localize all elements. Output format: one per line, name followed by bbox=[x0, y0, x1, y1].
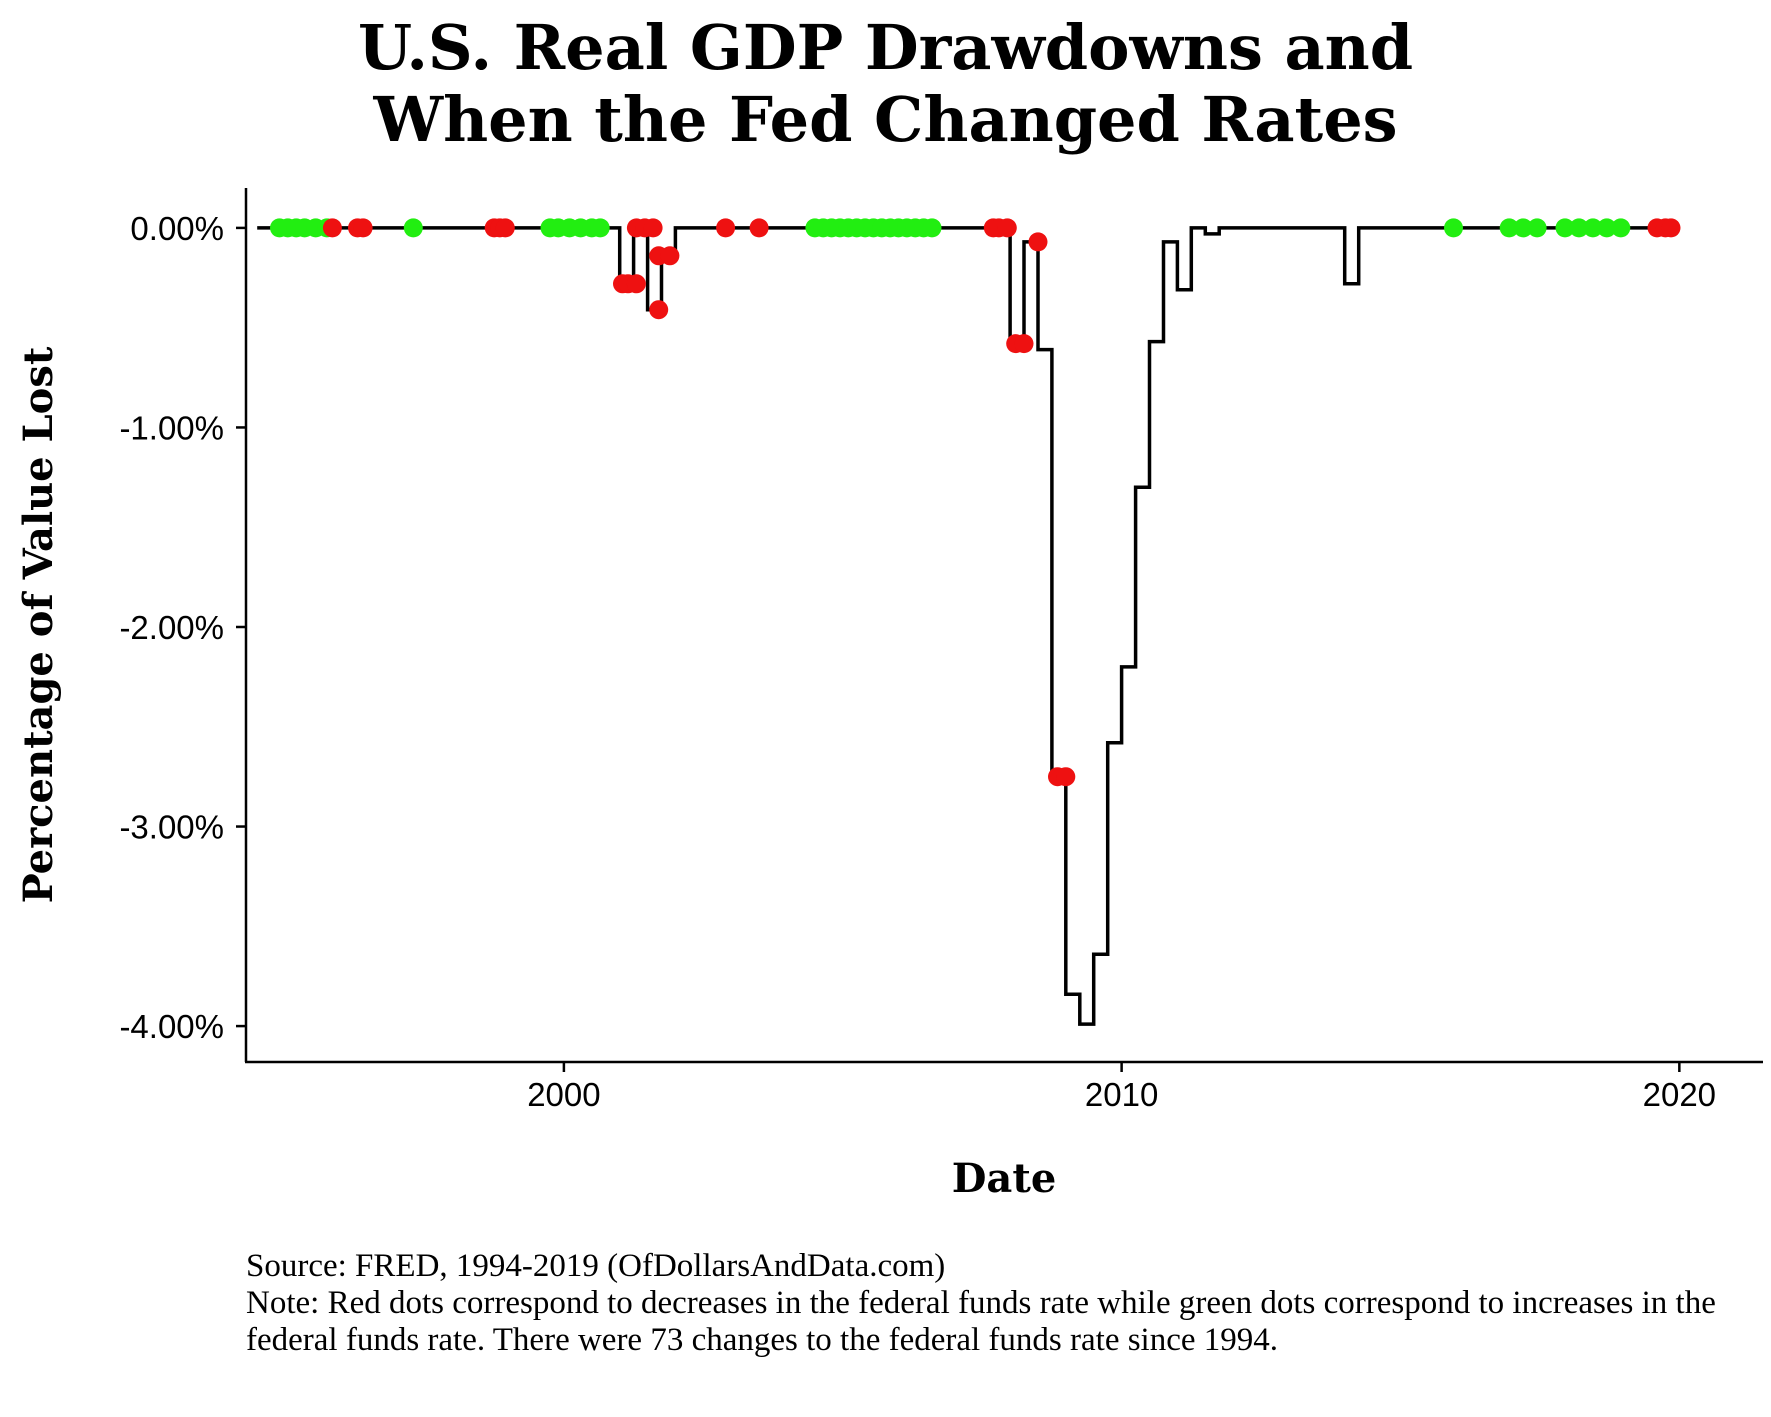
rate-hike-point bbox=[1513, 218, 1533, 238]
rate-hike-point bbox=[1583, 218, 1603, 238]
rate-hike-point bbox=[403, 218, 423, 238]
rate-hike-point bbox=[1569, 218, 1589, 238]
rate-cut-point bbox=[1028, 232, 1048, 252]
rate-cut-point bbox=[643, 218, 663, 238]
chart-title-line-1: U.S. Real GDP Drawdowns and bbox=[357, 11, 1414, 84]
x-ticks: 2000 2010 2020 bbox=[527, 1062, 1716, 1113]
rate-hike-point bbox=[590, 218, 610, 238]
y-tick-label: -2.00% bbox=[119, 609, 224, 646]
chart-title-line-2: When the Fed Changed Rates bbox=[373, 83, 1398, 156]
rate-hike-point bbox=[922, 218, 942, 238]
rate-cut-point bbox=[749, 218, 769, 238]
rate-cut-point bbox=[997, 218, 1017, 238]
rate-cut-point bbox=[1056, 767, 1076, 787]
rate-cut-point bbox=[649, 300, 669, 320]
rate-hike-point bbox=[1597, 218, 1617, 238]
rate-cut-point bbox=[660, 246, 680, 266]
x-tick-label: 2000 bbox=[527, 1076, 600, 1113]
y-axis: 0.00% -1.00% -2.00% -3.00% -4.00% bbox=[119, 188, 248, 1062]
rate-cut-point bbox=[1014, 334, 1034, 354]
caption-note: Note: Red dots correspond to decreases i… bbox=[246, 1285, 1716, 1358]
x-axis: 2000 2010 2020 bbox=[245, 1060, 1763, 1113]
rate-cut-point bbox=[495, 218, 515, 238]
x-axis-title: Date bbox=[952, 1155, 1057, 1202]
drawdown-line bbox=[257, 226, 1674, 1026]
rate-cut-point bbox=[626, 274, 646, 294]
rate-hike-point bbox=[1611, 218, 1631, 238]
rate-cut-point bbox=[322, 218, 342, 238]
rate-cut-point bbox=[353, 218, 373, 238]
rate-hike-point bbox=[1527, 218, 1547, 238]
y-tick-label: -1.00% bbox=[119, 409, 224, 446]
rate-hike-point bbox=[1444, 218, 1463, 238]
x-tick-label: 2010 bbox=[1085, 1076, 1158, 1113]
rate-cut-point bbox=[716, 218, 736, 238]
rate-hike-point bbox=[1499, 218, 1519, 238]
chart-title: U.S. Real GDP Drawdowns and When the Fed… bbox=[0, 12, 1771, 156]
plot-area bbox=[257, 218, 1681, 1026]
rate-cut-point bbox=[1661, 218, 1681, 238]
y-tick-label: 0.00% bbox=[130, 210, 224, 247]
y-tick-label: -3.00% bbox=[119, 809, 224, 846]
rate-hike-point bbox=[1555, 218, 1575, 238]
x-tick-label: 2020 bbox=[1643, 1076, 1716, 1113]
caption-source: Source: FRED, 1994-2019 (OfDollarsAndDat… bbox=[246, 1248, 946, 1284]
y-axis-title: Percentage of Value Lost bbox=[15, 346, 62, 903]
y-tick-label: -4.00% bbox=[119, 1008, 224, 1045]
y-ticks: 0.00% -1.00% -2.00% -3.00% -4.00% bbox=[119, 210, 246, 1045]
chart-caption: Source: FRED, 1994-2019 (OfDollarsAndDat… bbox=[246, 1248, 1746, 1359]
